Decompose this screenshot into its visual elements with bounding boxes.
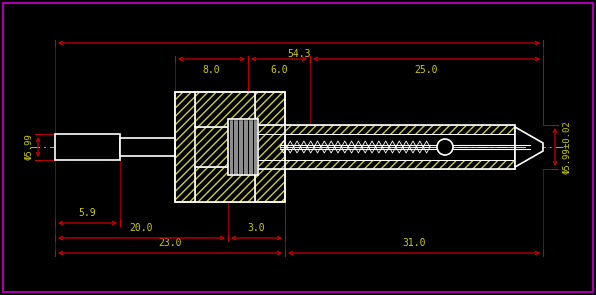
Bar	[195, 92, 255, 127]
Bar	[55, 134, 120, 160]
Bar	[175, 92, 285, 202]
Text: 23.0: 23.0	[159, 238, 182, 248]
Bar	[120, 138, 175, 156]
Text: 20.0: 20.0	[130, 223, 153, 233]
Bar	[255, 125, 515, 169]
Text: Φ5.99±0.02: Φ5.99±0.02	[563, 120, 572, 174]
Bar	[195, 167, 255, 202]
Text: 54.3: 54.3	[287, 49, 311, 59]
Text: 6.0: 6.0	[270, 65, 288, 75]
Bar	[255, 125, 515, 134]
Text: 5.9: 5.9	[79, 208, 97, 218]
Text: 3.0: 3.0	[248, 223, 265, 233]
Text: 31.0: 31.0	[402, 238, 426, 248]
Bar	[228, 119, 258, 175]
Polygon shape	[515, 127, 543, 167]
Text: 8.0: 8.0	[203, 65, 221, 75]
Bar	[195, 92, 255, 127]
Text: Φ5.99: Φ5.99	[24, 134, 33, 160]
Bar	[255, 160, 515, 169]
Bar	[175, 92, 285, 202]
Bar	[195, 167, 255, 202]
Text: 25.0: 25.0	[415, 65, 438, 75]
Circle shape	[437, 139, 453, 155]
